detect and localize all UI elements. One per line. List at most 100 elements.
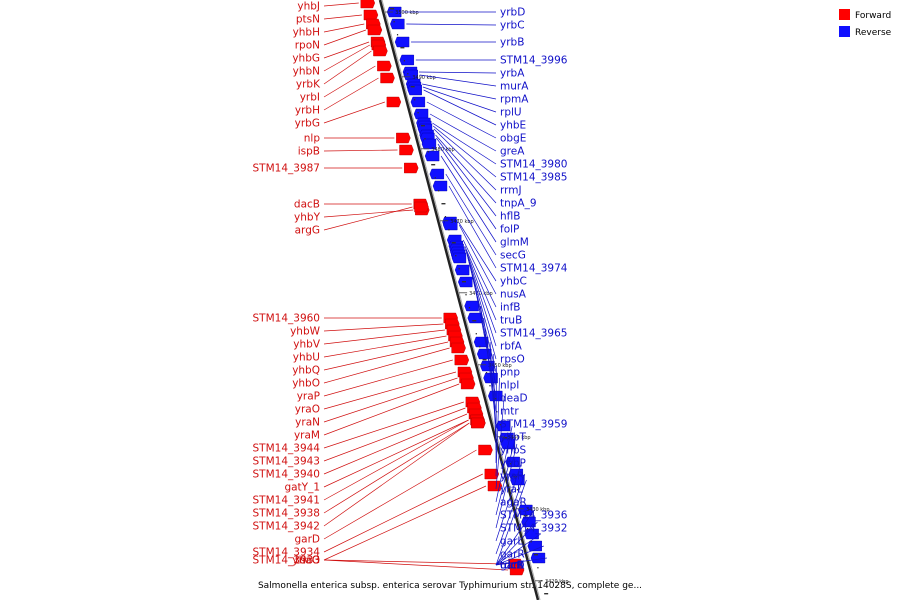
- forward-gene-label[interactable]: yraP: [297, 391, 320, 403]
- reverse-gene-label[interactable]: STM14_3996: [500, 55, 568, 67]
- reverse-gene-label[interactable]: tdcE: [500, 560, 523, 572]
- reverse-gene-block[interactable]: [451, 252, 467, 264]
- reverse-gene-label[interactable]: hflB: [500, 211, 520, 223]
- reverse-gene-label[interactable]: secG: [500, 250, 526, 262]
- reverse-gene-label[interactable]: STM14_3985: [500, 172, 567, 184]
- reverse-gene-label[interactable]: yrbD: [500, 7, 525, 19]
- reverse-gene-label[interactable]: tdcA: [500, 560, 525, 572]
- reverse-gene-label[interactable]: STM14_3965: [500, 328, 567, 340]
- forward-gene-label[interactable]: yhbU: [293, 352, 320, 364]
- reverse-gene-label[interactable]: yrbB: [500, 37, 524, 49]
- forward-gene-block[interactable]: [484, 468, 500, 480]
- forward-gene-block[interactable]: [386, 96, 402, 108]
- forward-gene-block[interactable]: [363, 9, 379, 21]
- reverse-gene-label[interactable]: yhbP: [500, 458, 526, 470]
- reverse-gene-label[interactable]: garR: [500, 549, 525, 561]
- forward-gene-label[interactable]: yhbY: [294, 212, 321, 224]
- reverse-gene-block[interactable]: [500, 438, 516, 450]
- reverse-gene-label[interactable]: pnp: [500, 367, 520, 379]
- reverse-gene-label[interactable]: yhbC: [500, 276, 527, 288]
- reverse-gene-block[interactable]: [413, 108, 429, 120]
- forward-gene-label[interactable]: yhbV: [293, 339, 321, 351]
- forward-gene-block[interactable]: [404, 162, 419, 174]
- forward-gene-block[interactable]: [360, 0, 376, 9]
- forward-gene-label[interactable]: yhbH: [293, 27, 320, 39]
- reverse-gene-block[interactable]: [410, 96, 426, 108]
- forward-gene-label[interactable]: yhbO: [292, 378, 320, 390]
- reverse-gene-label[interactable]: infB: [500, 302, 520, 314]
- reverse-gene-block[interactable]: [390, 18, 405, 30]
- reverse-gene-block[interactable]: [399, 54, 414, 66]
- reverse-gene-block[interactable]: [510, 474, 525, 486]
- reverse-gene-label[interactable]: yhbE: [500, 120, 526, 132]
- forward-gene-label[interactable]: STM14_3943: [253, 456, 320, 468]
- forward-gene-label[interactable]: argG: [295, 225, 320, 237]
- reverse-gene-label[interactable]: STM14_3932: [500, 523, 567, 535]
- reverse-gene-label[interactable]: yrbC: [500, 20, 525, 32]
- reverse-gene-label[interactable]: murA: [500, 81, 529, 93]
- reverse-gene-label[interactable]: folP: [500, 224, 519, 236]
- forward-gene-label[interactable]: yrbG: [295, 118, 320, 130]
- forward-gene-block[interactable]: [509, 564, 525, 576]
- reverse-gene-label[interactable]: garL: [500, 536, 523, 548]
- forward-gene-label[interactable]: yrbH: [295, 105, 320, 117]
- reverse-gene-label[interactable]: agaR: [500, 497, 527, 509]
- forward-gene-label[interactable]: STM14_3942: [253, 521, 320, 533]
- forward-gene-block[interactable]: [487, 480, 503, 492]
- forward-gene-block[interactable]: [454, 354, 470, 366]
- reverse-gene-block[interactable]: [443, 219, 458, 231]
- reverse-gene-label[interactable]: tnpA_9: [500, 198, 537, 210]
- reverse-gene-label[interactable]: tdcB: [500, 560, 524, 572]
- reverse-gene-label[interactable]: yraL: [500, 484, 523, 496]
- forward-gene-label[interactable]: yraN: [295, 417, 320, 429]
- reverse-gene-block[interactable]: [495, 420, 511, 432]
- reverse-gene-label[interactable]: rpmA: [500, 94, 529, 106]
- reverse-gene-label[interactable]: STM14_3980: [500, 159, 567, 171]
- forward-gene-label[interactable]: ptsN: [296, 14, 320, 26]
- forward-gene-block[interactable]: [451, 342, 466, 354]
- reverse-gene-label[interactable]: nusA: [500, 289, 527, 301]
- reverse-gene-block[interactable]: [424, 150, 440, 162]
- reverse-gene-label[interactable]: rbfA: [500, 341, 523, 353]
- forward-gene-label[interactable]: yraO: [295, 404, 320, 416]
- reverse-gene-label[interactable]: yhbT: [500, 432, 527, 444]
- forward-gene-label[interactable]: yhbQ: [292, 365, 320, 377]
- reverse-gene-label[interactable]: truB: [500, 315, 522, 327]
- reverse-gene-block[interactable]: [521, 516, 536, 528]
- forward-gene-block[interactable]: [396, 132, 411, 144]
- forward-gene-label[interactable]: dacB: [294, 199, 320, 211]
- forward-gene-label[interactable]: yhbW: [290, 326, 321, 338]
- forward-gene-label[interactable]: nlp: [304, 133, 321, 145]
- reverse-gene-label[interactable]: deaD: [500, 393, 528, 405]
- forward-gene-label[interactable]: yhbJ: [297, 1, 320, 13]
- forward-gene-label[interactable]: STM14_3938: [253, 508, 320, 520]
- reverse-gene-label[interactable]: nlpI: [500, 380, 519, 392]
- forward-gene-block[interactable]: [478, 444, 493, 456]
- forward-gene-block[interactable]: [399, 144, 414, 156]
- reverse-gene-label[interactable]: yrbA: [500, 68, 525, 80]
- forward-gene-label[interactable]: STM14_3934: [253, 547, 321, 559]
- reverse-gene-label[interactable]: glmM: [500, 237, 529, 249]
- forward-gene-label[interactable]: STM14_3944: [253, 443, 321, 455]
- forward-gene-label[interactable]: yhbN: [293, 66, 320, 78]
- reverse-gene-block[interactable]: [432, 180, 448, 192]
- reverse-gene-block[interactable]: [464, 300, 479, 312]
- forward-gene-block[interactable]: [414, 201, 429, 213]
- reverse-gene-block[interactable]: [394, 36, 410, 48]
- forward-gene-block[interactable]: [377, 60, 392, 72]
- forward-gene-label[interactable]: tdcG: [295, 555, 320, 567]
- reverse-gene-label[interactable]: garK: [500, 560, 525, 572]
- forward-gene-label[interactable]: yraM: [294, 430, 320, 442]
- forward-gene-label[interactable]: gatY_1: [284, 482, 320, 494]
- reverse-gene-block[interactable]: [421, 138, 437, 150]
- reverse-gene-label[interactable]: tdcD: [500, 560, 525, 572]
- forward-gene-label[interactable]: STM14_3960: [253, 313, 320, 325]
- forward-gene-label[interactable]: STM14_3941: [253, 495, 320, 507]
- forward-gene-label[interactable]: yrbI: [300, 92, 320, 104]
- forward-gene-label[interactable]: STM14_3940: [253, 469, 320, 481]
- reverse-gene-block[interactable]: [454, 264, 470, 276]
- reverse-gene-label[interactable]: rrmJ: [500, 185, 522, 197]
- reverse-gene-block[interactable]: [386, 6, 402, 18]
- forward-gene-block[interactable]: [373, 45, 388, 57]
- forward-gene-label[interactable]: garD: [294, 534, 320, 546]
